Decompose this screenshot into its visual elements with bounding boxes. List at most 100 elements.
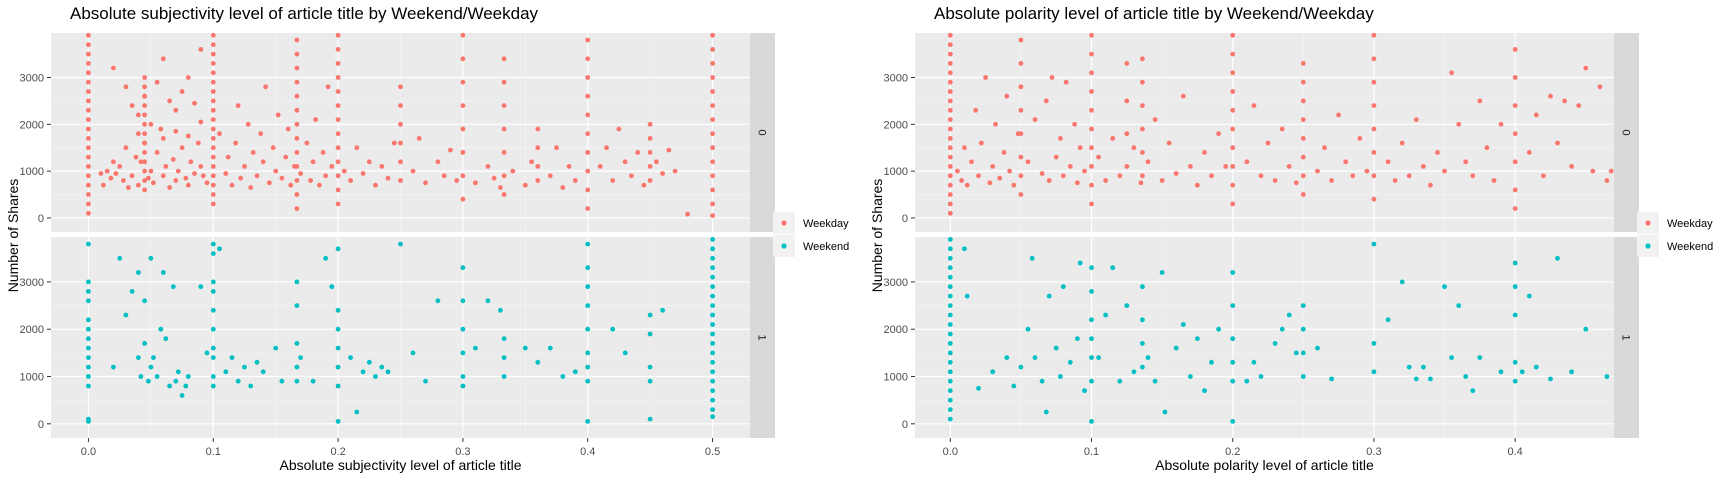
data-point — [1230, 419, 1236, 424]
data-point — [248, 185, 254, 190]
data-point — [158, 126, 164, 132]
data-point — [185, 374, 191, 379]
data-point — [294, 65, 300, 71]
data-point — [660, 307, 665, 313]
data-point — [501, 56, 507, 62]
data-point — [86, 70, 91, 76]
data-point — [641, 182, 647, 188]
data-point — [1082, 388, 1087, 394]
data-point — [1279, 126, 1285, 132]
x-tick-label: 0.0 — [81, 446, 96, 458]
data-point — [1463, 159, 1469, 165]
data-point — [111, 364, 116, 370]
data-point — [710, 89, 715, 94]
x-axis-title: Absolute polarity level of article title — [1155, 457, 1374, 473]
data-point — [1140, 284, 1145, 290]
data-point — [1428, 182, 1433, 188]
data-point — [335, 61, 341, 66]
data-point — [204, 350, 210, 356]
data-point — [250, 150, 256, 155]
data-point — [86, 79, 91, 85]
data-point — [1089, 89, 1094, 94]
data-point — [136, 355, 141, 360]
data-point — [710, 284, 715, 290]
data-point — [185, 75, 191, 80]
data-point — [1018, 84, 1024, 90]
y-axis-title: Number of Shares — [5, 179, 21, 293]
data-point — [123, 312, 129, 318]
x-tick-label: 0.1 — [206, 446, 221, 458]
data-point — [1004, 355, 1010, 360]
data-point — [210, 355, 216, 360]
data-point — [170, 284, 176, 290]
data-point — [335, 345, 341, 351]
data-point — [210, 117, 216, 122]
data-point — [335, 89, 341, 94]
data-point — [354, 145, 360, 151]
data-point — [86, 336, 91, 342]
data-point — [622, 350, 628, 356]
data-point — [1188, 164, 1193, 169]
data-point — [1117, 378, 1123, 384]
data-point — [993, 121, 998, 127]
data-point — [585, 350, 591, 356]
data-point — [1512, 206, 1518, 212]
data-point — [242, 364, 247, 370]
y-tick-label: 3000 — [884, 277, 908, 289]
data-point — [1075, 336, 1080, 342]
data-point — [585, 168, 591, 174]
data-point — [1329, 376, 1334, 382]
data-point — [198, 164, 204, 169]
data-point — [1131, 369, 1137, 375]
data-point — [947, 164, 953, 169]
data-point — [238, 175, 244, 181]
data-point — [160, 56, 166, 62]
data-point — [1053, 345, 1059, 351]
data-point — [1018, 61, 1024, 66]
data-point — [501, 192, 507, 197]
data-point — [947, 79, 953, 85]
data-point — [947, 293, 953, 299]
data-point — [1230, 32, 1236, 38]
data-point — [86, 279, 91, 285]
data-point — [460, 150, 466, 155]
data-point — [1526, 150, 1532, 155]
data-point — [1251, 359, 1257, 365]
data-point — [947, 255, 953, 261]
data-point — [379, 364, 385, 370]
data-point — [185, 133, 191, 139]
data-point — [1442, 284, 1447, 290]
data-point — [360, 369, 366, 375]
data-point — [158, 326, 164, 332]
data-point — [1371, 79, 1377, 85]
data-point — [1140, 364, 1145, 370]
data-point — [113, 171, 119, 176]
data-point — [1216, 131, 1221, 137]
data-point — [183, 175, 189, 181]
facet-strip-label: 0 — [756, 129, 768, 135]
data-point — [1053, 154, 1059, 160]
data-point — [1089, 289, 1094, 294]
data-point — [1032, 117, 1038, 122]
data-point — [501, 126, 507, 132]
data-point — [210, 241, 216, 247]
x-tick-label: 0.5 — [705, 446, 720, 458]
data-point — [572, 369, 578, 375]
data-point — [560, 185, 566, 190]
data-point — [1124, 98, 1130, 104]
data-point — [142, 341, 148, 346]
facet-strip — [750, 33, 775, 232]
data-point — [129, 103, 135, 108]
data-point — [647, 150, 653, 155]
data-point — [510, 168, 516, 174]
data-point — [1067, 359, 1073, 365]
data-point — [710, 265, 715, 271]
data-point — [1063, 79, 1069, 85]
data-point — [610, 178, 616, 183]
data-point — [460, 56, 466, 62]
y-tick-label: 2000 — [884, 119, 908, 131]
data-point — [1371, 173, 1377, 179]
data-point — [585, 364, 591, 370]
data-point — [1279, 326, 1285, 332]
data-point — [947, 397, 953, 403]
